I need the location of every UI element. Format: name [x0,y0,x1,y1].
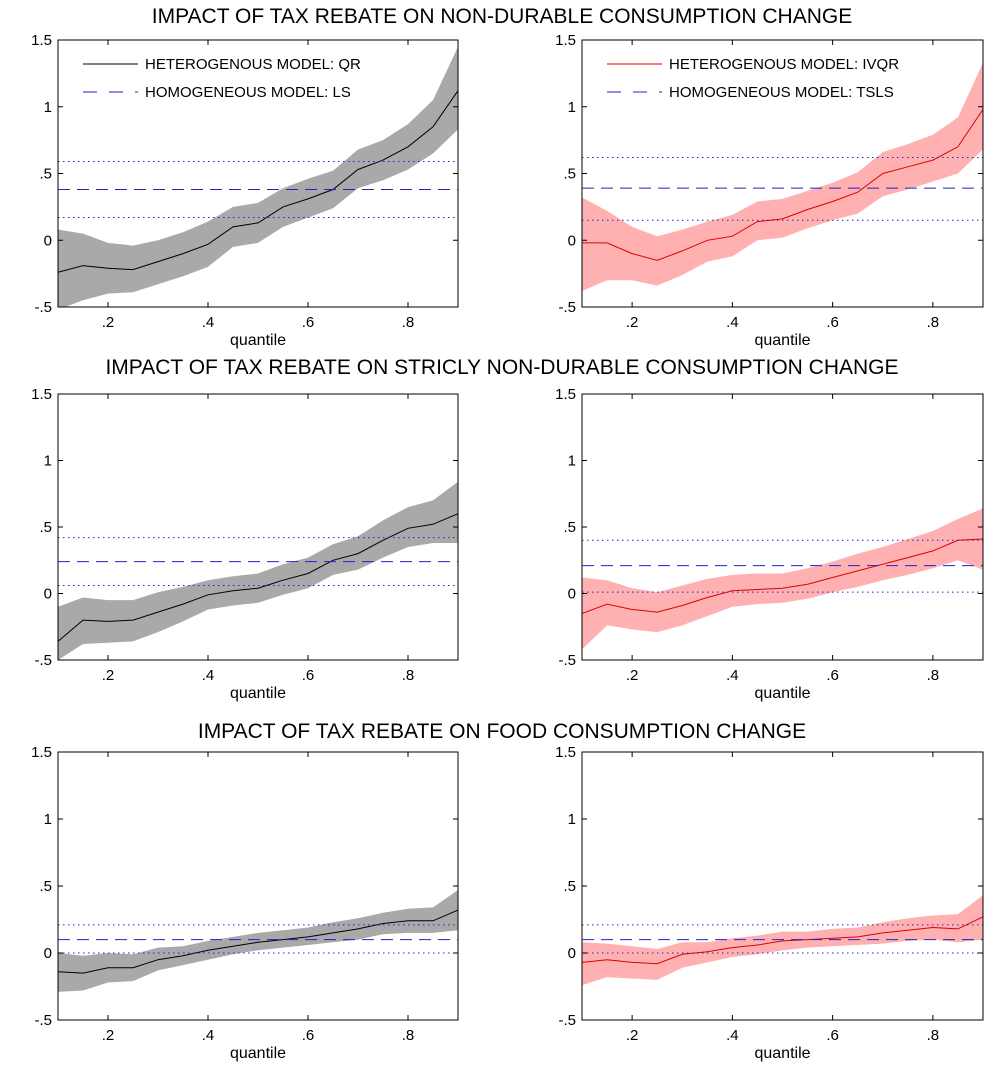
x-tick-label: .4 [726,667,739,684]
y-tick-label: -.5 [34,652,52,669]
y-tick-label: -.5 [558,1012,576,1029]
legend-label-homogeneous: HOMOGENEOUS MODEL: LS [145,84,351,101]
quantile-estimate-line [582,916,983,965]
axes-box [581,751,984,1021]
confidence-band [58,46,458,307]
x-tick-label: .6 [826,1027,839,1044]
y-tick-label: 1 [44,811,52,828]
confidence-band [582,62,983,292]
x-axis-label: quantile [754,332,810,349]
chart-panel-2: .2 .4 .6 .8 -.5 0 .5 1 1.5 quantile HETEROGENOUS M… [555,32,984,349]
x-tick-label: .2 [102,1027,115,1044]
quantile-estimate-line [58,909,458,974]
y-tick-label: 1 [568,811,576,828]
legend: HETEROGENOUS MODEL: IVQR HOMOGENEOUS MODE… [607,56,899,101]
chart-panel-6: .2 .4 .6 .8 -.5 0 .5 1 1.5 quantile [555,744,984,1062]
y-tick-label: .5 [39,166,52,183]
x-tick-label: .8 [927,1027,940,1044]
quantile-estimate-line [58,90,458,273]
plot-area [58,890,458,992]
y-tick-label: .5 [563,166,576,183]
plot-area [58,46,458,307]
legend: HETEROGENOUS MODEL: QR HOMOGENEOUS MODEL:… [83,56,361,101]
confidence-band [582,895,983,986]
y-tick-label: .5 [39,878,52,895]
x-tick-label: .2 [626,667,639,684]
x-axis-label: quantile [230,1045,286,1062]
x-tick-label: .4 [202,667,215,684]
quantile-estimate-line [58,513,458,642]
y-tick-label: -.5 [34,1012,52,1029]
y-tick-label: 1.5 [555,386,576,403]
legend-label-homogeneous: HOMOGENEOUS MODEL: TSLS [669,84,894,101]
quantile-estimate-line [582,109,983,261]
x-tick-label: .6 [826,314,839,331]
y-tick-label: .5 [39,519,52,536]
x-axis-label: quantile [230,685,286,702]
chart-panel-3: .2 .4 .6 .8 -.5 0 .5 1 1.5 quantile [31,386,459,702]
y-tick-label: 1.5 [555,32,576,49]
y-tick-label: 0 [568,586,576,603]
x-tick-label: .8 [402,314,415,331]
x-tick-label: .8 [927,314,940,331]
y-tick-label: 0 [44,232,52,249]
y-tick-label: .5 [563,519,576,536]
y-tick-label: 1 [44,453,52,470]
y-tick-label: 1 [568,453,576,470]
x-tick-label: .8 [927,667,940,684]
y-tick-label: 1.5 [31,32,52,49]
chart-panel-4: .2 .4 .6 .8 -.5 0 .5 1 1.5 quantile [555,386,984,702]
x-tick-label: .2 [626,314,639,331]
quantile-estimate-line [582,538,983,614]
plot-area [582,508,983,650]
row-title-3: IMPACT OF TAX REBATE ON FOOD CONSUMPTION… [198,720,806,743]
x-tick-label: .2 [102,314,115,331]
plot-area [582,62,983,292]
x-tick-label: .6 [302,314,315,331]
x-axis-label: quantile [230,332,286,349]
y-tick-label: 1.5 [31,744,52,761]
x-tick-label: .4 [726,1027,739,1044]
row-title-1: IMPACT OF TAX REBATE ON NON-DURABLE CONS… [152,5,852,28]
y-tick-label: .5 [563,878,576,895]
x-tick-label: .4 [726,314,739,331]
x-tick-label: .6 [302,1027,315,1044]
x-tick-label: .2 [102,667,115,684]
y-tick-label: -.5 [558,299,576,316]
plot-area [582,895,983,986]
y-tick-label: 0 [568,945,576,962]
confidence-band [582,508,983,650]
confidence-band [58,481,458,660]
legend-label-heterogeneous: HETEROGENOUS MODEL: QR [145,56,361,73]
x-tick-label: .4 [202,1027,215,1044]
y-tick-label: 0 [44,945,52,962]
y-tick-label: 1 [568,99,576,116]
y-tick-label: 1.5 [555,744,576,761]
y-tick-label: -.5 [558,652,576,669]
confidence-band [58,890,458,992]
plot-area [58,481,458,660]
chart-panel-1: .2 .4 .6 .8 -.5 0 .5 1 1.5 quantile HETEROGENOUS M… [31,32,459,349]
x-tick-label: .8 [402,1027,415,1044]
y-tick-label: 1.5 [31,386,52,403]
x-tick-label: .2 [626,1027,639,1044]
row-title-2: IMPACT OF TAX REBATE ON STRICLY NON-DURA… [105,356,898,379]
x-tick-label: .6 [826,667,839,684]
x-tick-label: .8 [402,667,415,684]
x-tick-label: .6 [302,667,315,684]
x-axis-label: quantile [754,685,810,702]
chart-panel-5: .2 .4 .6 .8 -.5 0 .5 1 1.5 quantile [31,744,459,1062]
legend-label-heterogeneous: HETEROGENOUS MODEL: IVQR [669,56,899,73]
x-axis-label: quantile [754,1045,810,1062]
y-tick-label: 0 [568,232,576,249]
y-tick-label: 1 [44,99,52,116]
y-tick-label: 0 [44,586,52,603]
x-tick-label: .4 [202,314,215,331]
y-tick-label: -.5 [34,299,52,316]
